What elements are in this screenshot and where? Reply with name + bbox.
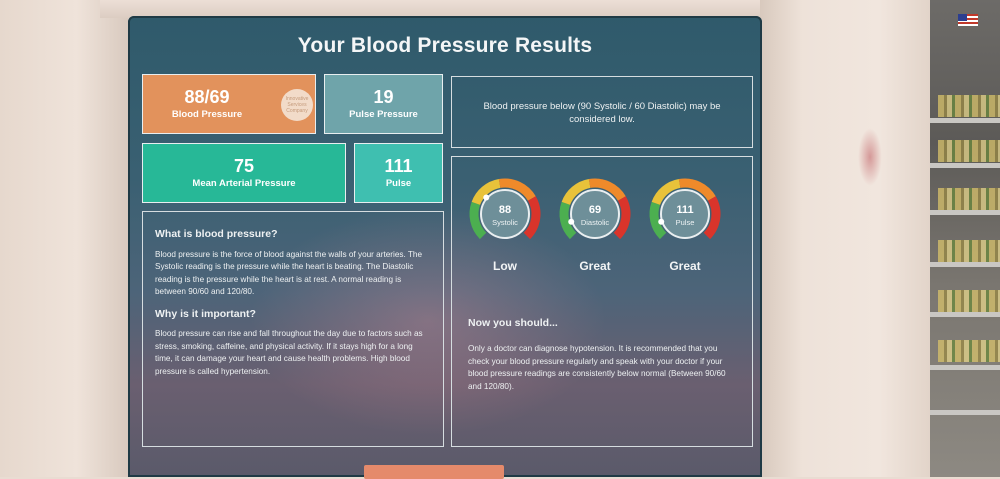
gauge-marker (483, 194, 490, 201)
gauge-arc-segment (561, 179, 591, 206)
gauge-arc-segment (613, 196, 631, 240)
info-paragraph-what: Blood pressure is the force of blood aga… (155, 249, 422, 297)
gauge-label: Systolic (492, 218, 518, 227)
gauge-arc-segment (678, 178, 716, 201)
mean-arterial-pressure-tile: 75 Mean Arterial Pressure (142, 143, 346, 203)
pulse-gauge: 111 Pulse Great (648, 177, 722, 273)
store-background (930, 0, 1000, 477)
info-paragraph-why: Blood pressure can rise and fall through… (155, 329, 423, 376)
gauge-value: 111 (676, 204, 693, 216)
page-title: Your Blood Pressure Results (297, 34, 593, 57)
gauge-arc-segment (498, 178, 536, 201)
kiosk-bezel-right (760, 0, 930, 477)
next-steps-section: Now you should... Only a doctor can diag… (468, 317, 740, 393)
next-steps-text: Only a doctor can diagnose hypotension. … (468, 344, 726, 391)
pulse-tile: 111 Pulse (354, 143, 443, 203)
diastolic-gauge-dial: 69 Diastolic (559, 178, 631, 240)
info-heading-why: Why is it important? (155, 307, 256, 320)
kiosk-bezel-left (0, 0, 128, 477)
diastolic-gauge: 69 Diastolic Great (558, 177, 632, 273)
diastolic-status: Great (579, 259, 611, 273)
gauge-label: Pulse (676, 218, 695, 227)
systolic-gauge: 88 Systolic Low (468, 177, 542, 273)
mean-arterial-pressure-label: Mean Arterial Pressure (192, 178, 296, 189)
kiosk-screen: Your Blood Pressure Results 88/69 Blood … (128, 16, 762, 479)
gauge-value: 88 (499, 204, 511, 216)
gauge-arc-segment (649, 201, 667, 240)
pulse-value: 111 (384, 156, 413, 176)
kiosk-bezel-top (100, 0, 800, 18)
gauge-marker (658, 218, 665, 225)
systolic-status: Low (493, 259, 517, 273)
gauge-arc-segment (471, 179, 501, 206)
bottom-action-button[interactable] (364, 465, 504, 479)
gauges-panel: 88 Systolic Low 69 Diastolic Great 111 Puls… (451, 156, 753, 447)
flag-icon (958, 14, 978, 26)
mean-arterial-pressure-value: 75 (233, 156, 255, 176)
gauge-marker (568, 218, 575, 225)
bezel-smudge (858, 128, 882, 186)
pulse-pressure-value: 19 (373, 87, 394, 107)
gauge-arc-segment (703, 196, 721, 240)
gauge-face (660, 189, 710, 239)
gauge-label: Diastolic (581, 218, 610, 227)
gauge-arc-segment (588, 178, 626, 201)
gauge-arc-segment (651, 179, 681, 206)
gauge-arc-segment (559, 201, 577, 240)
info-panel: What is blood pressure? Blood pressure i… (142, 211, 444, 447)
pulse-status: Great (669, 259, 701, 273)
next-steps-heading: Now you should... (468, 317, 558, 329)
blood-pressure-value: 88/69 (184, 87, 230, 107)
pulse-pressure-label: Pulse Pressure (349, 109, 418, 120)
company-logo-text: Innovative Services Company (285, 96, 309, 114)
pulse-gauge-dial: 111 Pulse (649, 178, 721, 240)
blood-pressure-tile: 88/69 Blood Pressure Innovative Services… (142, 74, 316, 134)
pulse-label: Pulse (385, 178, 412, 189)
gauge-face (570, 189, 620, 239)
info-heading-what: What is blood pressure? (155, 228, 278, 240)
blood-pressure-label: Blood Pressure (171, 109, 243, 120)
low-pressure-note: Blood pressure below (90 Systolic / 60 D… (451, 76, 753, 148)
systolic-gauge-dial: 88 Systolic (469, 178, 541, 240)
gauge-value: 69 (589, 204, 601, 216)
company-logo-badge: Innovative Services Company (281, 89, 313, 121)
gauge-face (480, 189, 530, 239)
pulse-pressure-tile: 19 Pulse Pressure (324, 74, 443, 134)
gauge-arc-segment (469, 201, 487, 240)
gauge-arc-segment (523, 196, 541, 240)
